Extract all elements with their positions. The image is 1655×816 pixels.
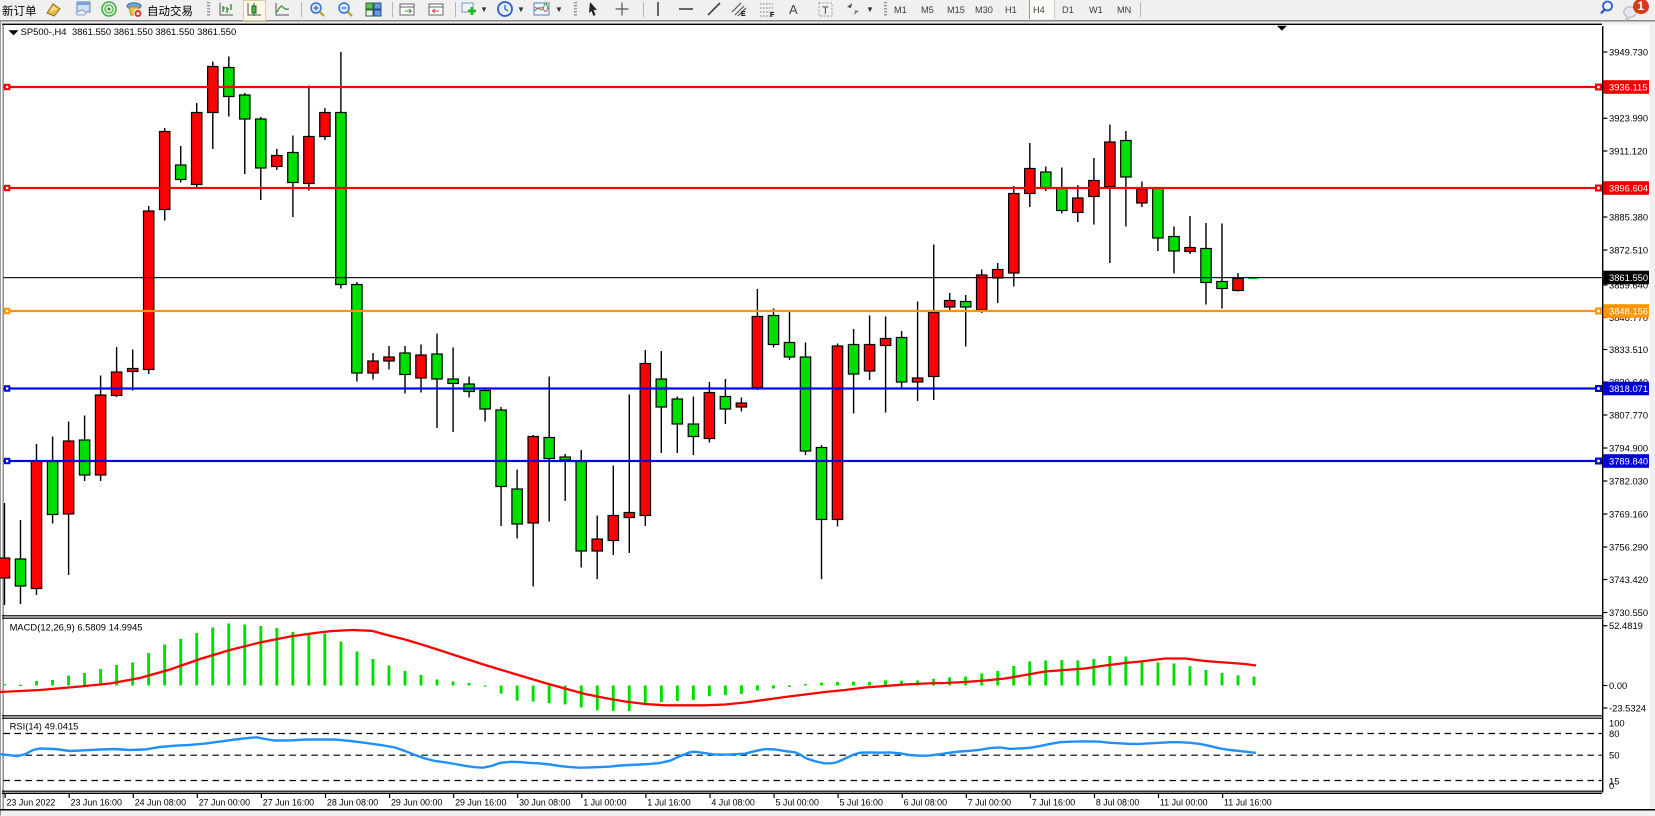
svg-text:80: 80 (1609, 728, 1619, 739)
svg-text:4 Jul 08:00: 4 Jul 08:00 (711, 798, 754, 808)
svg-text:3923.990: 3923.990 (1609, 113, 1648, 124)
svg-text:3859.640: 3859.640 (1609, 279, 1648, 290)
svg-text:3756.290: 3756.290 (1609, 541, 1648, 552)
svg-text:3782.030: 3782.030 (1609, 475, 1648, 486)
svg-text:3818.071: 3818.071 (1609, 383, 1648, 394)
svg-text:50: 50 (1609, 750, 1619, 761)
svg-text:23 Jun 16:00: 23 Jun 16:00 (71, 798, 122, 808)
svg-text:8 Jul 08:00: 8 Jul 08:00 (1096, 798, 1139, 808)
svg-text:3807.770: 3807.770 (1609, 409, 1648, 420)
svg-text:5 Jul 16:00: 5 Jul 16:00 (840, 798, 883, 808)
svg-text:1 Jul 16:00: 1 Jul 16:00 (647, 798, 690, 808)
svg-text:-23.5324: -23.5324 (1609, 702, 1646, 713)
svg-text:3794.900: 3794.900 (1609, 442, 1648, 453)
svg-text:3730.550: 3730.550 (1609, 607, 1648, 618)
svg-text:SP500-,H4: SP500-,H4 (21, 26, 67, 37)
svg-text:MACD(12,26,9) 6.5809 14.9945: MACD(12,26,9) 6.5809 14.9945 (10, 622, 143, 633)
svg-text:11 Jul 16:00: 11 Jul 16:00 (1224, 798, 1272, 808)
svg-text:6 Jul 08:00: 6 Jul 08:00 (904, 798, 947, 808)
svg-text:29 Jun 00:00: 29 Jun 00:00 (391, 798, 442, 808)
svg-text:3861.550: 3861.550 (1609, 272, 1648, 283)
svg-text:24 Jun 08:00: 24 Jun 08:00 (135, 798, 186, 808)
svg-text:7 Jul 16:00: 7 Jul 16:00 (1032, 798, 1075, 808)
svg-text:100: 100 (1609, 717, 1625, 728)
svg-text:0.00: 0.00 (1609, 680, 1627, 691)
svg-text:3872.510: 3872.510 (1609, 244, 1648, 255)
svg-text:3848.156: 3848.156 (1609, 305, 1648, 316)
svg-text:23 Jun 2022: 23 Jun 2022 (7, 798, 56, 808)
svg-text:3885.380: 3885.380 (1609, 211, 1648, 222)
svg-text:3833.510: 3833.510 (1609, 344, 1648, 355)
svg-text:F: F (770, 12, 775, 18)
svg-text:RSI(14) 49.0415: RSI(14) 49.0415 (10, 720, 79, 731)
svg-text:E: E (741, 11, 746, 18)
svg-text:3861.550 3861.550 3861.550 386: 3861.550 3861.550 3861.550 3861.550 (72, 26, 236, 37)
svg-text:27 Jun 00:00: 27 Jun 00:00 (199, 798, 250, 808)
svg-text:52.4819: 52.4819 (1609, 620, 1643, 631)
svg-text:3769.160: 3769.160 (1609, 508, 1648, 519)
svg-text:3789.840: 3789.840 (1609, 455, 1648, 466)
svg-text:3896.604: 3896.604 (1609, 182, 1648, 193)
svg-text:7 Jul 00:00: 7 Jul 00:00 (968, 798, 1011, 808)
svg-text:27 Jun 16:00: 27 Jun 16:00 (263, 798, 314, 808)
svg-text:3911.120: 3911.120 (1609, 145, 1647, 156)
svg-text:5 Jul 00:00: 5 Jul 00:00 (776, 798, 819, 808)
svg-text:29 Jun 16:00: 29 Jun 16:00 (455, 798, 506, 808)
svg-text:30 Jun 08:00: 30 Jun 08:00 (519, 798, 570, 808)
svg-text:T: T (822, 5, 829, 17)
svg-text:3743.420: 3743.420 (1609, 574, 1648, 585)
svg-text:3949.730: 3949.730 (1609, 46, 1648, 57)
svg-text:15: 15 (1609, 775, 1619, 786)
svg-text:11 Jul 00:00: 11 Jul 00:00 (1160, 798, 1208, 808)
svg-text:1 Jul 00:00: 1 Jul 00:00 (583, 798, 626, 808)
svg-text:0: 0 (1609, 780, 1614, 791)
svg-text:28 Jun 08:00: 28 Jun 08:00 (327, 798, 378, 808)
svg-text:3936.115: 3936.115 (1609, 81, 1647, 92)
